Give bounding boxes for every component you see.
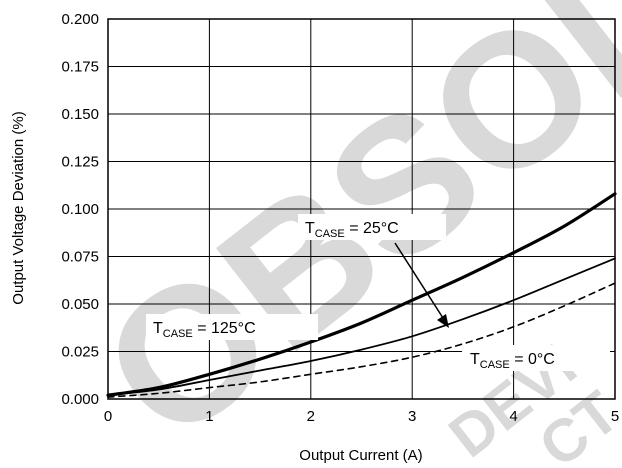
x-tick-label: 5 bbox=[611, 408, 619, 425]
y-tick-label: 0.150 bbox=[61, 106, 99, 123]
x-tick-label: 0 bbox=[104, 408, 112, 425]
y-tick-label: 0.000 bbox=[61, 391, 99, 408]
series-line-0 bbox=[106, 192, 617, 397]
y-axis-title: Output Voltage Deviation (%) bbox=[10, 111, 27, 304]
annotation-0c: TCASE = 0°C bbox=[470, 351, 555, 371]
x-axis-title: Output Current (A) bbox=[299, 447, 422, 464]
plot-frame bbox=[107, 18, 616, 400]
y-tick-label: 0.100 bbox=[61, 201, 99, 218]
series-layer bbox=[106, 192, 617, 398]
y-tick-label: 0.125 bbox=[61, 154, 99, 171]
annotation-0c-bg bbox=[462, 345, 610, 371]
x-tick-label: 1 bbox=[205, 408, 213, 425]
annotation-25c-arrowhead bbox=[437, 314, 449, 328]
series-line-1 bbox=[107, 257, 616, 397]
y-tick-label: 0.175 bbox=[61, 59, 99, 76]
y-tick-labels: 0.000 0.025 0.050 0.075 0.100 0.125 0.150 0.175… bbox=[61, 11, 99, 408]
annotation-125c: TCASE = 125°C bbox=[153, 320, 256, 340]
y-tick-label: 0.075 bbox=[61, 249, 99, 266]
grid bbox=[107, 18, 616, 400]
annotation-25c-arrow bbox=[394, 242, 444, 319]
series-line-2 bbox=[107, 282, 616, 398]
annotations: TCASE = 25°C TCASE = 125°C TCASE = 0°C bbox=[146, 214, 610, 371]
annotation-125c-bg bbox=[146, 314, 318, 340]
y-tick-label: 0.200 bbox=[61, 11, 99, 28]
x-tick-labels: 0 1 2 3 4 5 bbox=[104, 408, 619, 425]
y-tick-label: 0.050 bbox=[61, 296, 99, 313]
y-tick-label: 0.025 bbox=[61, 344, 99, 361]
annotation-25c: TCASE = 25°C bbox=[305, 220, 399, 240]
x-tick-label: 4 bbox=[509, 408, 517, 425]
x-tick-label: 2 bbox=[307, 408, 315, 425]
x-tick-label: 3 bbox=[408, 408, 416, 425]
annotation-25c-bg bbox=[298, 214, 446, 240]
